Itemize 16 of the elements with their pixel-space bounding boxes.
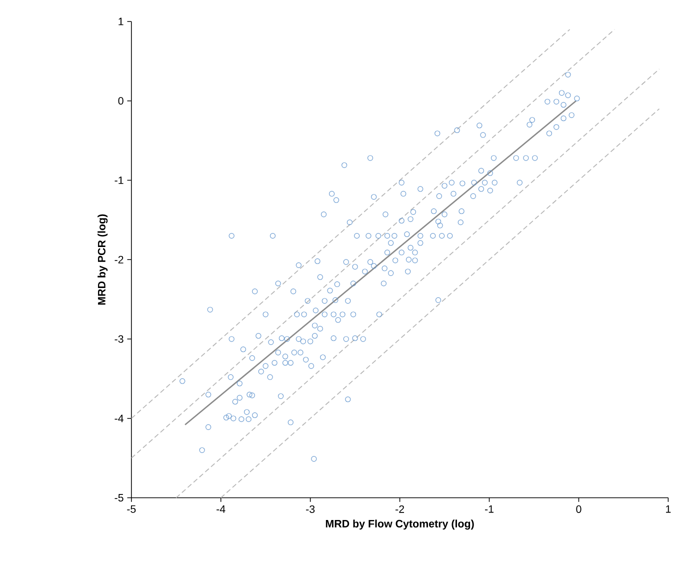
y-tick-label: -1	[114, 176, 124, 184]
x-tick-label: -1	[484, 506, 494, 513]
y-tick-label: 0	[118, 97, 124, 105]
y-tick-label: -3	[114, 335, 124, 344]
x-tick-label: -2	[396, 506, 404, 514]
x-tick-label: 0	[576, 506, 582, 514]
y-tick-label: -5	[114, 494, 124, 502]
x-tick-label: 1	[666, 506, 671, 513]
y-tick-label: -2	[114, 256, 124, 264]
y-axis-title: MRD by PCR (log)	[98, 214, 108, 305]
x-tick-label: -3	[306, 506, 315, 514]
y-tick-label: -4	[114, 414, 124, 422]
x-axis-title: MRD by Flow Cytometry (log)	[326, 520, 474, 530]
y-tick-label: 1	[118, 18, 124, 26]
x-tick-label: -4	[216, 506, 226, 513]
x-tick-label: -5	[127, 506, 136, 514]
